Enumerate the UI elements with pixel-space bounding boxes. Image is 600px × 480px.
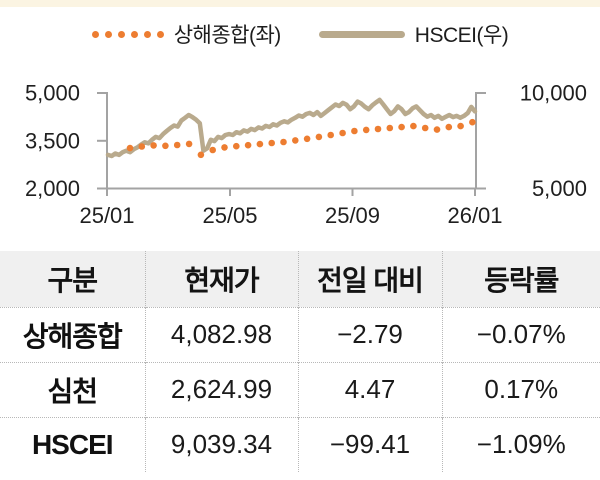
row-label: 상해종합 (0, 307, 146, 362)
col-header-day-change: 전일 대비 (298, 251, 443, 307)
right-axis-tick: 5,000 (532, 176, 587, 201)
col-header-category: 구분 (0, 251, 146, 307)
chart-series (105, 97, 478, 159)
x-axis-tick: 26/01 (447, 203, 502, 228)
legend-item-shanghai: 상해종합(좌) (91, 19, 282, 49)
x-axis-tick: 25/09 (325, 203, 380, 228)
change-pct-value: −1.09% (476, 429, 566, 460)
x-axis-tick: 25/05 (202, 203, 257, 228)
solid-line-swatch-icon (318, 30, 405, 38)
day-change-value: −99.41 (298, 417, 443, 472)
right-axis-tick: 10,000 (520, 81, 587, 106)
legend-label-shanghai: 상해종합(좌) (173, 24, 282, 47)
row-label: 심천 (0, 362, 146, 417)
chart-axes (97, 92, 486, 196)
col-header-change-pct: 등락률 (442, 251, 600, 307)
table-row-shenzhen: 심천 2,624.99 4.47 0.17% (0, 362, 600, 417)
table-row-hscei: HSCEI 9,039.34 −99.41 −1.09% (0, 417, 600, 472)
x-axis-tick: 25/01 (79, 203, 134, 228)
col-header-price: 현재가 (145, 251, 299, 307)
top-cream-strip (0, 0, 600, 7)
current-price-value: 2,624.99 (145, 362, 299, 417)
day-change-value: −2.79 (298, 307, 443, 362)
left-axis-tick: 3,500 (25, 128, 80, 153)
left-axis-tick: 2,000 (25, 176, 80, 201)
index-chart: 5,000 3,500 2,000 10,000 5,000 25/01 25/… (0, 55, 600, 240)
change-pct-value: −0.07% (476, 319, 566, 349)
dotted-line-swatch-icon (91, 30, 164, 38)
chart-legend: 상해종합(좌) HSCEI(우) (0, 7, 600, 55)
current-price-value: 4,082.98 (145, 307, 299, 362)
current-price-value: 9,039.34 (145, 417, 299, 472)
legend-label-hscei: HSCEI(우) (414, 24, 509, 47)
day-change-value: 4.47 (298, 362, 443, 417)
table-header-row: 구분 현재가 전일 대비 등락률 (0, 251, 600, 307)
left-axis-tick: 5,000 (25, 81, 80, 106)
change-pct-value: 0.17% (484, 374, 559, 404)
index-table: 구분 현재가 전일 대비 등락률 상해종합 4,082.98 −2.79 −0.… (0, 251, 600, 472)
table-row-shanghai: 상해종합 4,082.98 −2.79 −0.07% (0, 307, 600, 362)
legend-item-hscei: HSCEI(우) (318, 19, 509, 49)
row-label: HSCEI (0, 417, 146, 472)
